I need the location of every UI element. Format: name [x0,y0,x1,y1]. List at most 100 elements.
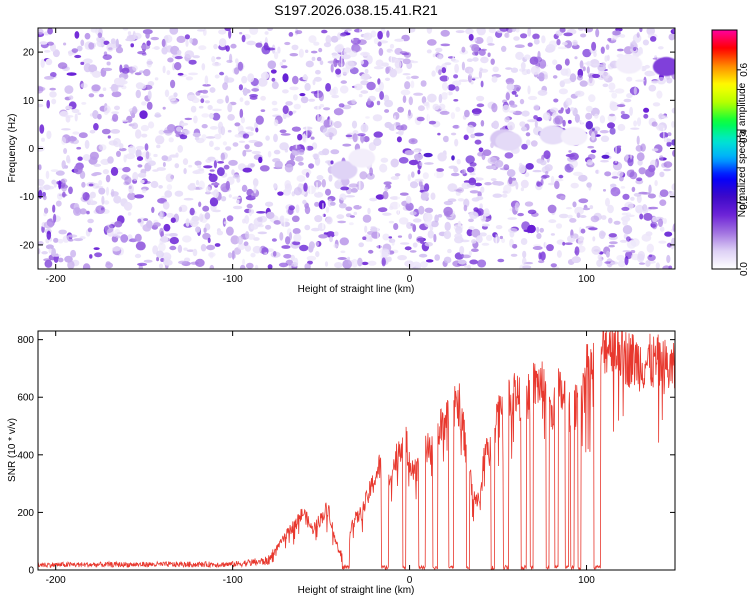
heatmap-cell [314,215,323,223]
heatmap-cell [667,132,672,137]
heatmap-cell [554,178,564,182]
heatmap-cell [169,28,179,35]
x-tick-label: 100 [578,575,595,586]
heatmap-cell [586,60,592,67]
heatmap-cell [620,186,626,189]
heatmap-cell [375,59,384,67]
heatmap-cell [187,184,197,191]
heatmap-cell [288,205,295,211]
heatmap-cell [637,250,645,261]
heatmap-cell [384,186,389,192]
heatmap-cell [169,237,179,245]
heatmap-cell [619,176,624,182]
heatmap-cell [424,218,432,228]
heatmap-cell [45,58,53,66]
heatmap-cell [110,84,119,93]
heatmap-cell [272,107,279,112]
heatmap-cell [654,180,658,187]
heatmap-hotspot [330,160,358,180]
heatmap-cell [260,95,266,101]
heatmap-cell [47,28,53,35]
heatmap-cell [195,91,201,96]
heatmap-cell [245,195,256,201]
heatmap-cell [38,85,44,94]
heatmap-cell [480,56,489,64]
heatmap-cell [211,56,216,63]
heatmap-cell [492,193,503,198]
heatmap-cell [227,103,233,113]
heatmap-cell [360,76,364,80]
heatmap-cell [252,245,262,254]
heatmap-cell [134,72,142,76]
heatmap-cell [201,63,206,71]
heatmap-cell [422,172,429,180]
heatmap-cell [246,40,256,46]
heatmap-cell [404,150,414,156]
heatmap-cell [217,167,225,177]
heatmap-cell [139,110,148,119]
heatmap-cell [110,129,121,134]
heatmap-cell [358,242,365,248]
heatmap-cell [433,233,437,243]
heatmap-cell [315,69,321,75]
heatmap-cell [92,70,102,78]
heatmap-cell [506,169,516,178]
heatmap-cell [146,40,151,46]
heatmap-cell [304,205,311,215]
heatmap-cell [130,43,134,48]
heatmap-cell [202,84,211,87]
heatmap-cell [513,36,520,41]
heatmap-cell [345,28,352,32]
heatmap-cell [487,43,495,46]
heatmap-cell [181,122,189,126]
heatmap-cell [246,262,254,269]
heatmap-cell [116,150,121,157]
heatmap-cell [153,222,161,228]
heatmap-cell [325,206,330,213]
heatmap-cell [532,33,540,40]
heatmap-cell [451,155,455,161]
heatmap-cell [64,85,74,94]
heatmap-cell [280,133,291,136]
heatmap-cell [592,236,596,242]
heatmap-cell [104,224,114,233]
heatmap-cell [288,32,294,37]
heatmap-cell [86,210,90,215]
heatmap-cell [410,75,419,80]
heatmap-cell [78,132,88,139]
heatmap-cell [38,248,41,255]
heatmap-cell [298,48,304,58]
heatmap-cell [195,169,205,174]
heatmap-cell [125,153,136,160]
heatmap-cell [532,246,543,250]
heatmap-cell [604,171,612,177]
heatmap-cell [398,128,404,136]
heatmap-cell [342,143,352,147]
heatmap-cell [527,42,533,47]
heatmap-cell [379,91,384,100]
heatmap-cell [216,56,221,60]
heatmap-cell [399,192,409,196]
heatmap-cell [461,61,465,71]
heatmap-cell [250,252,256,258]
heatmap-cell [648,164,656,173]
heatmap-cell [252,178,259,187]
heatmap-cell [636,32,640,38]
heatmap-cell [197,29,205,32]
heatmap-cell [402,95,407,103]
heatmap-cell [46,230,52,240]
heatmap-cell [326,231,335,238]
heatmap-cell [325,216,333,225]
heatmap-cell [244,100,250,106]
heatmap-cell [299,244,309,252]
heatmap-cell [315,251,320,258]
heatmap-cell [273,220,282,225]
heatmap-cell [164,190,173,198]
heatmap-cell [176,35,186,44]
heatmap-cell [64,115,74,118]
heatmap-cell [339,237,349,246]
heatmap-cell [334,180,343,189]
heatmap-cell [154,77,159,81]
heatmap-cell [589,205,594,210]
heatmap-cell [137,218,142,223]
